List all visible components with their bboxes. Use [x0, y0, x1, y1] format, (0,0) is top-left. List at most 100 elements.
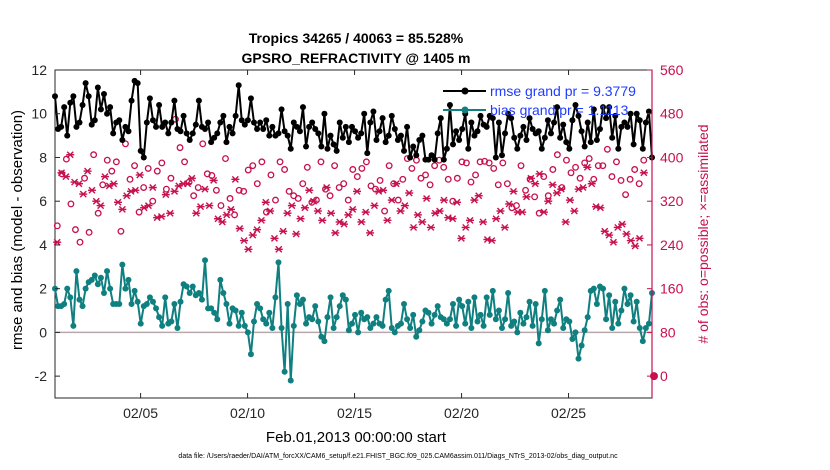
- series-1-point: [64, 285, 71, 292]
- series-0-point: [397, 132, 404, 139]
- y-tick-label: -2: [35, 368, 48, 384]
- assimilated-obs-marker: [518, 208, 527, 216]
- possible-obs-marker: [472, 171, 479, 179]
- series-1-point: [624, 300, 631, 307]
- possible-obs-marker: [626, 175, 634, 183]
- assimilated-obs-marker: [296, 215, 305, 223]
- assimilated-obs-marker: [209, 176, 218, 184]
- series-1-point: [333, 314, 340, 321]
- series-1-point: [159, 322, 166, 329]
- possible-obs-marker: [281, 166, 289, 173]
- series-1-point: [492, 316, 499, 323]
- series-1-point: [339, 292, 346, 299]
- series-0-point: [404, 123, 411, 130]
- series-1-point: [456, 296, 463, 303]
- possible-obs-marker: [335, 184, 343, 191]
- series-1-point: [208, 305, 215, 312]
- series-1-point: [495, 307, 502, 314]
- possible-obs-marker: [153, 167, 161, 175]
- possible-obs-marker: [499, 159, 507, 167]
- possible-obs-marker: [267, 171, 275, 179]
- assimilated-obs-marker: [300, 204, 309, 212]
- series-1-point: [498, 325, 505, 332]
- series-1-point: [168, 318, 175, 325]
- series-1-point: [630, 318, 637, 325]
- assimilated-obs-marker: [118, 205, 127, 213]
- series-0-point: [443, 145, 450, 152]
- series-1-point: [296, 300, 303, 307]
- series-1-point: [309, 316, 316, 323]
- series-0-point: [547, 130, 554, 137]
- series-1-point: [385, 287, 392, 294]
- x-axis-label: Feb.01,2013 00:00:00 start: [266, 429, 447, 446]
- series-0-point: [361, 110, 368, 117]
- series-0-point: [517, 132, 524, 139]
- possible-obs-marker: [567, 169, 575, 177]
- series-1-point: [517, 309, 524, 316]
- series-1-point: [584, 314, 591, 321]
- assimilated-obs-marker: [235, 225, 244, 233]
- series-0-point: [413, 152, 420, 159]
- series-0-point: [489, 115, 496, 122]
- possible-obs-marker: [385, 162, 393, 170]
- series-1-point: [627, 292, 634, 299]
- assimilated-obs-marker: [318, 216, 327, 224]
- possible-obs-marker: [640, 156, 648, 164]
- series-1-point: [100, 290, 107, 297]
- series-1-point: [183, 283, 190, 290]
- series-0-point: [263, 117, 270, 124]
- series-0-point: [551, 119, 558, 126]
- assimilated-obs-marker: [326, 209, 335, 217]
- series-0-point: [244, 117, 251, 124]
- y-right-tick-label: 80: [660, 324, 676, 340]
- assimilated-obs-marker: [565, 196, 574, 204]
- series-0-point: [609, 134, 616, 141]
- series-0-point: [618, 123, 625, 130]
- series-1-point: [336, 303, 343, 310]
- series-0-point: [321, 110, 328, 117]
- series-0-point: [642, 119, 649, 126]
- possible-obs-marker: [67, 200, 75, 208]
- series-0-point: [189, 130, 196, 137]
- series-1-point: [480, 322, 487, 329]
- series-1-point: [177, 298, 184, 305]
- series-0-point: [379, 115, 386, 122]
- assimilated-obs-marker: [526, 174, 535, 182]
- possible-obs-marker: [149, 197, 157, 205]
- axis-ticks: -2 0 2 4 6 8 10 12 0 80 160 240 320 400 480 560 02/05 02/…: [31, 62, 683, 421]
- series-1-point: [459, 303, 466, 310]
- series-1-point: [544, 327, 551, 334]
- series-1-point: [116, 300, 123, 307]
- series-1-point: [162, 294, 169, 301]
- series-1-point: [131, 287, 138, 294]
- assimilated-obs-marker: [392, 180, 401, 188]
- series-0-point: [385, 132, 392, 139]
- series-1-point: [581, 327, 588, 334]
- y-tick-label: 10: [31, 106, 47, 122]
- assimilated-obs-marker: [331, 229, 340, 237]
- series-1-point: [125, 276, 132, 283]
- assimilated-obs-marker: [313, 207, 322, 215]
- series-0-point: [615, 145, 622, 152]
- series-0-point: [306, 123, 313, 130]
- series-1-point: [401, 300, 408, 307]
- assimilated-obs-marker: [261, 198, 270, 206]
- series-0-point: [177, 128, 184, 135]
- assimilated-obs-marker: [557, 185, 566, 193]
- assimilated-obs-marker: [435, 207, 444, 215]
- series-1-point: [281, 368, 288, 375]
- series-1-point: [547, 316, 554, 323]
- series-0-point: [364, 150, 371, 157]
- series-0-point: [333, 147, 340, 154]
- series-0-point: [339, 134, 346, 141]
- assimilated-obs-marker: [74, 180, 83, 188]
- assimilated-obs-marker: [500, 223, 509, 231]
- series-1-point: [76, 296, 83, 303]
- series-0-point: [79, 101, 86, 108]
- series-0-point: [569, 117, 576, 124]
- possible-obs-marker: [253, 180, 261, 188]
- possible-obs-marker: [608, 173, 616, 181]
- possible-obs-marker: [522, 186, 530, 194]
- series-0-point: [309, 119, 316, 126]
- possible-obs-marker: [422, 171, 429, 179]
